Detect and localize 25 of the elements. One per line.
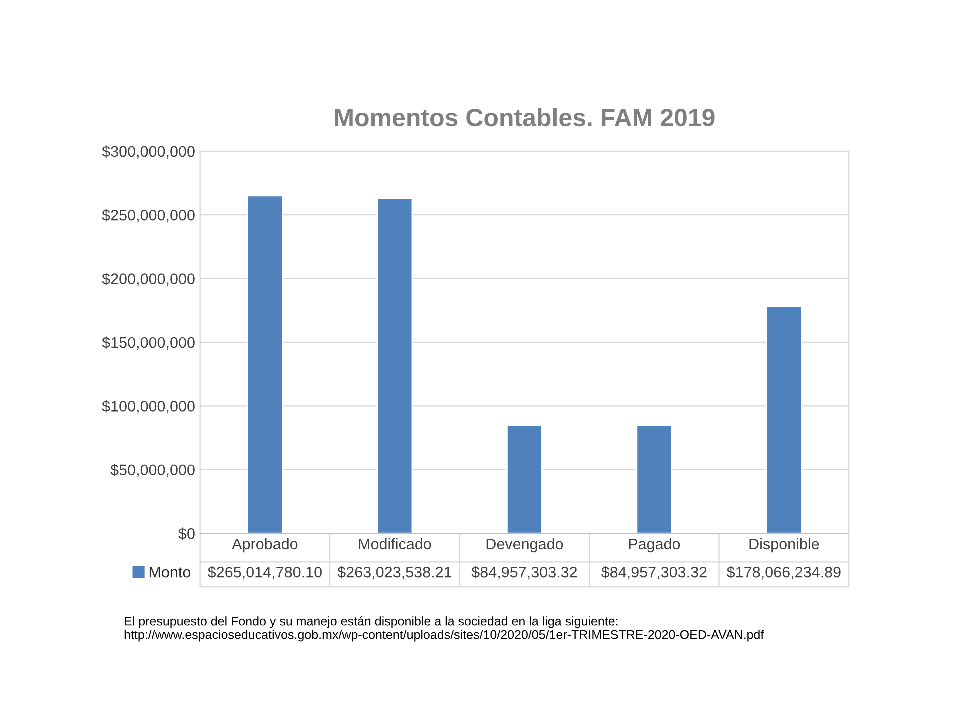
data-label: $178,066,234.89 bbox=[727, 566, 841, 580]
y-tick-label: $250,000,000 bbox=[102, 209, 195, 223]
legend-label: Monto bbox=[150, 567, 191, 578]
x-tick-label: Aprobado bbox=[232, 538, 298, 553]
data-label: $84,957,303.32 bbox=[472, 566, 578, 580]
bar bbox=[636, 424, 673, 534]
x-tick-label: Disponible bbox=[750, 538, 820, 553]
bar bbox=[247, 195, 284, 534]
data-label: $263,023,538.21 bbox=[338, 566, 452, 580]
y-tick-label: $150,000,000 bbox=[102, 336, 195, 350]
y-tick-label: $0 bbox=[178, 528, 195, 540]
x-tick-label: Modificado bbox=[359, 538, 432, 550]
x-tick-label: Pagado bbox=[629, 538, 680, 553]
y-tick-label: $50,000,000 bbox=[110, 464, 195, 478]
y-tick-label: $300,000,000 bbox=[102, 146, 195, 159]
data-label: $265,014,780.10 bbox=[208, 566, 322, 580]
y-tick-label: $200,000,000 bbox=[102, 273, 195, 286]
bar bbox=[376, 198, 414, 534]
data-label: $84,957,303.32 bbox=[602, 566, 707, 580]
bar bbox=[506, 424, 543, 534]
bar bbox=[766, 306, 802, 534]
text: El presupuesto del Fondo y su manejo están disponible a la sociedad en la liga siguiente: http://www.espacioseducativos.gob.mx/wp-content/uploads/sites/10/2020/05/1er-TRIMESTRE-2020-OED-AVAN.pdf bbox=[124, 616, 764, 642]
chart-title: Momentos Contables. FAM 2019 bbox=[335, 108, 715, 127]
x-tick-label: Devengado bbox=[486, 538, 564, 553]
y-tick-label: $100,000,000 bbox=[102, 400, 195, 414]
